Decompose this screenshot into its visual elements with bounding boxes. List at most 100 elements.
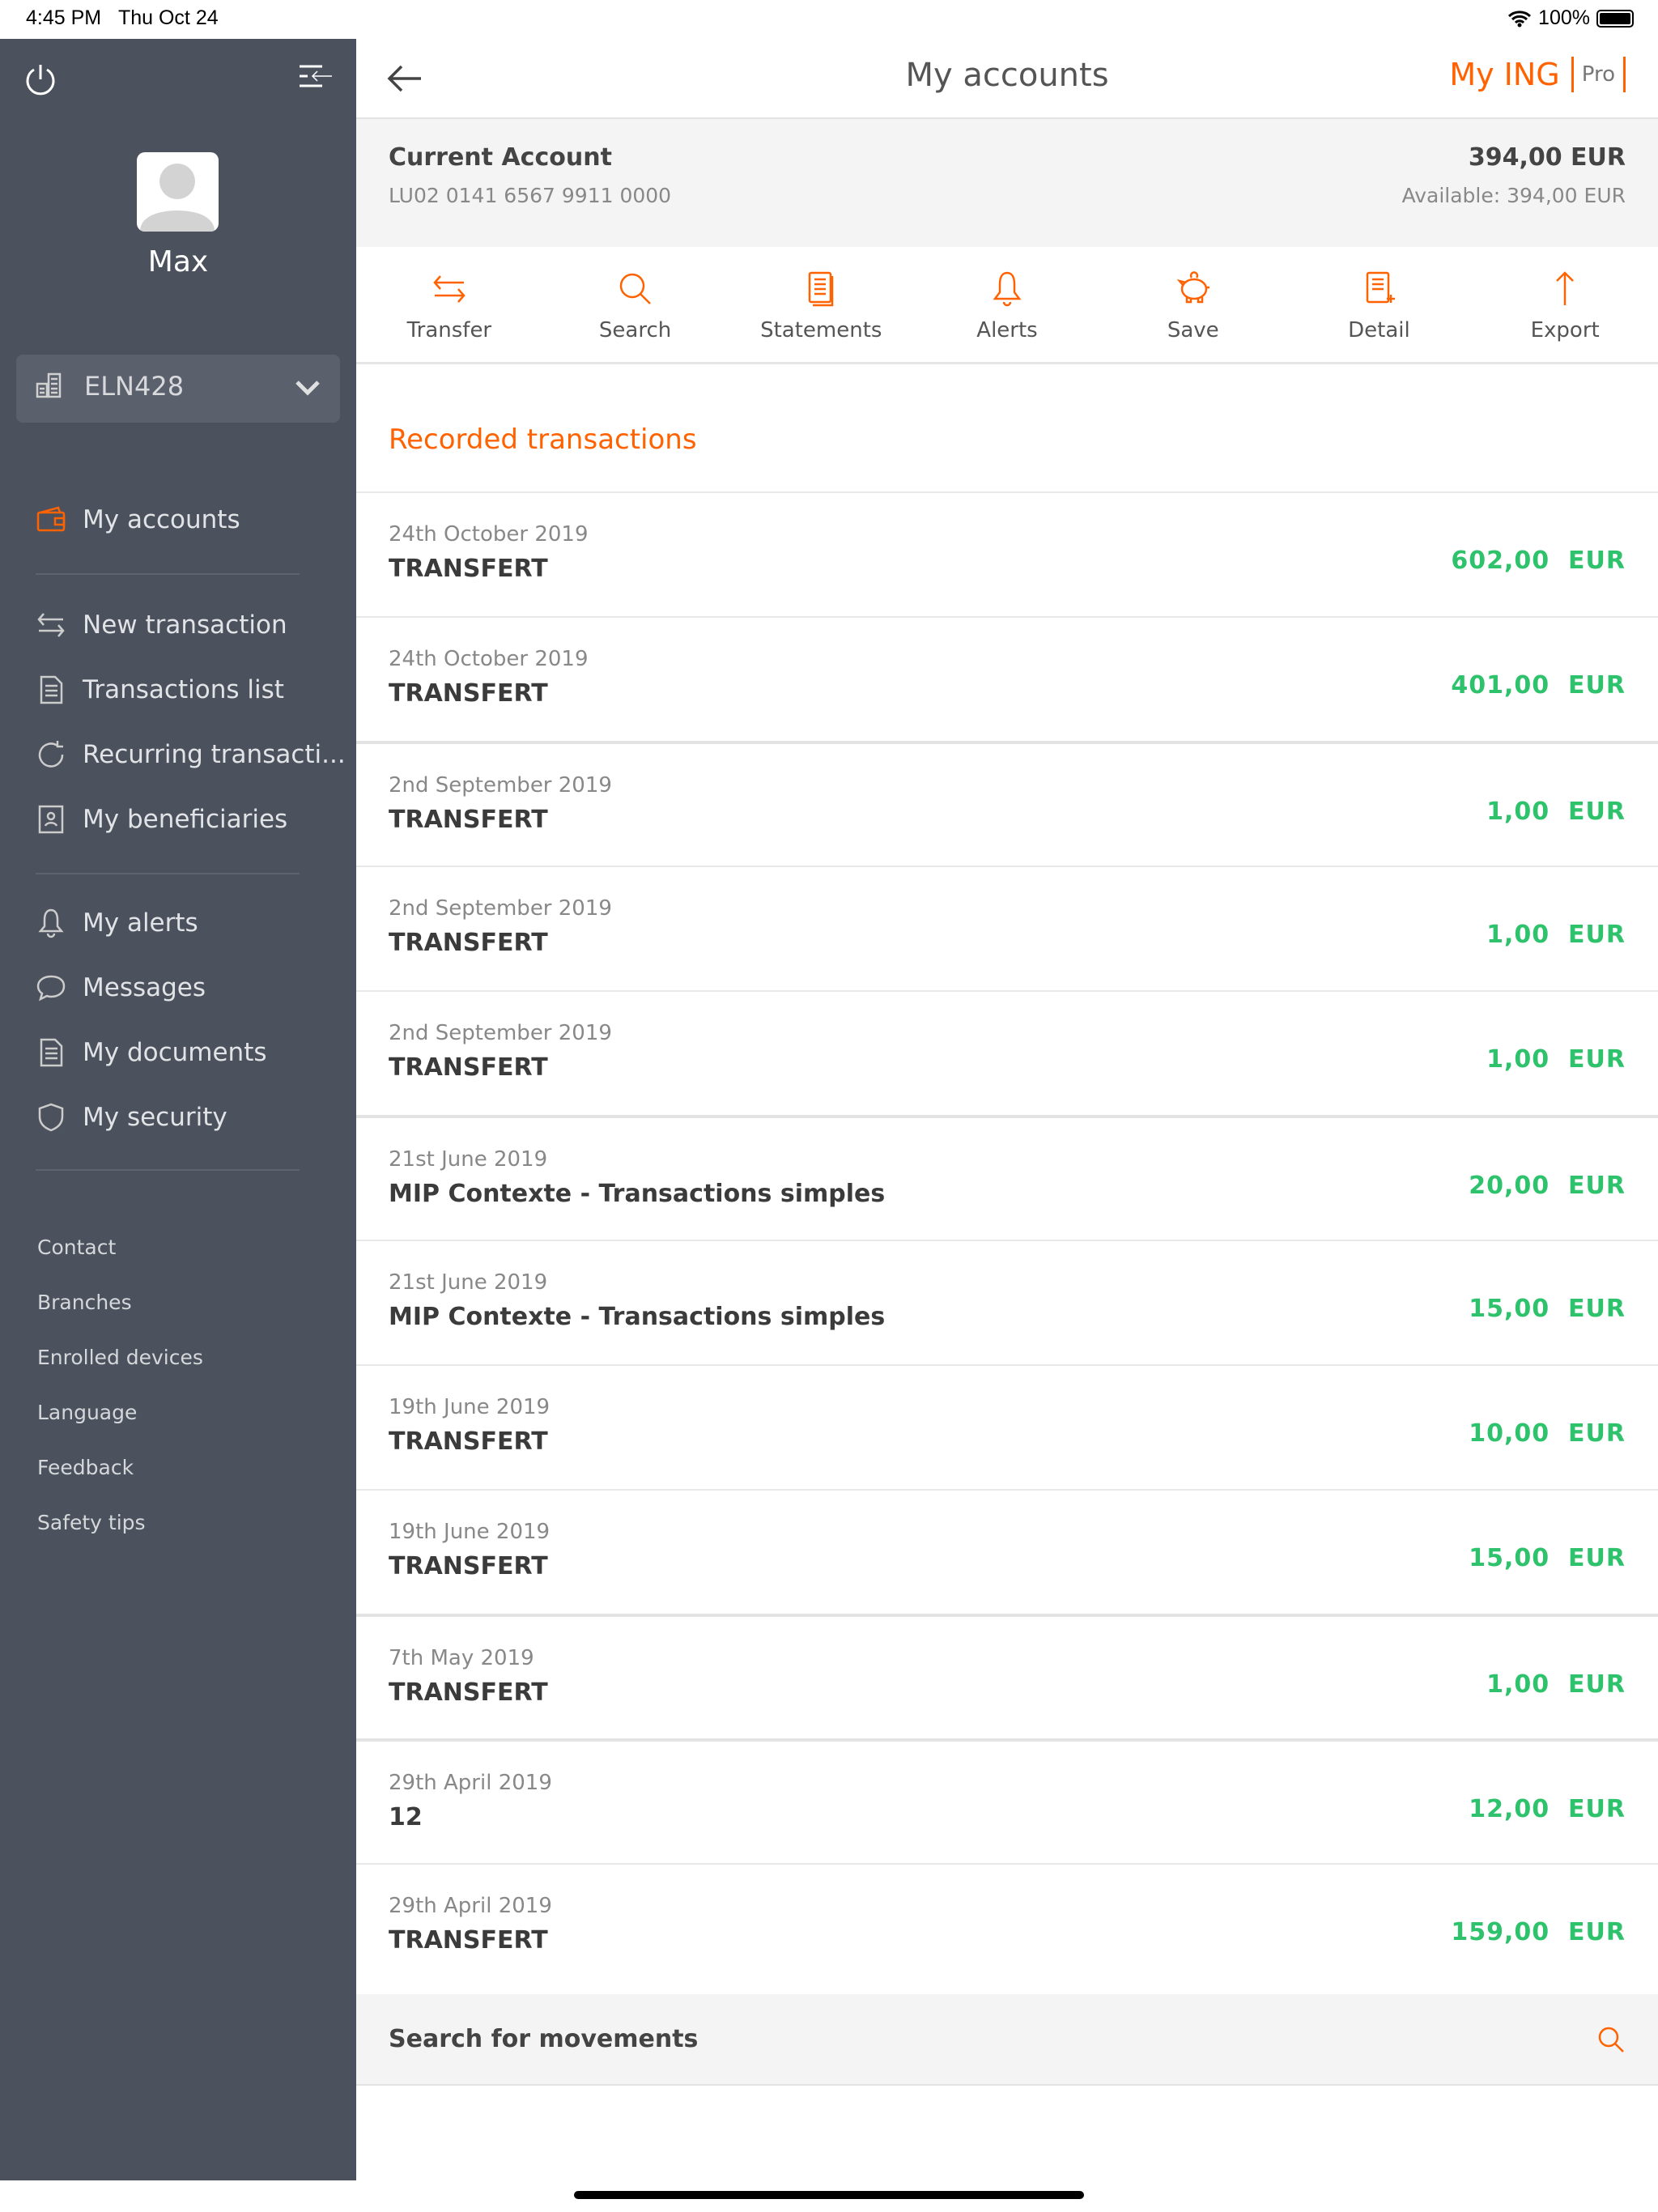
status-right: 100% (1507, 6, 1634, 30)
action-label: Alerts (976, 318, 1038, 342)
transaction-row[interactable]: 2nd September 2019 TRANSFERT 1,00 EUR (356, 866, 1658, 990)
transaction-title: TRANSFERT (389, 679, 548, 708)
transaction-title: TRANSFERT (389, 555, 548, 583)
avatar[interactable] (137, 152, 219, 232)
link-branches[interactable]: Branches (37, 1291, 132, 1314)
search-movements-label: Search for movements (389, 2025, 699, 2053)
building-icon (36, 372, 62, 398)
transaction-amount: 1,00 EUR (1486, 921, 1626, 949)
sidebar-item-my-accounts[interactable]: My accounts (36, 504, 240, 535)
action-alerts[interactable]: Alerts (914, 247, 1100, 362)
sidebar-item-label: Recurring transacti... (83, 740, 346, 769)
account-selector[interactable]: ELN428 (16, 355, 340, 423)
transaction-title: TRANSFERT (389, 1427, 548, 1456)
transaction-row[interactable]: 2nd September 2019 TRANSFERT 1,00 EUR (356, 741, 1658, 866)
transaction-title: TRANSFERT (389, 1552, 548, 1580)
section-title: Recorded transactions (389, 423, 697, 456)
transaction-row[interactable]: 7th May 2019 TRANSFERT 1,00 EUR (356, 1614, 1658, 1738)
user-name: Max (147, 245, 209, 279)
sidebar-item-label: My alerts (83, 908, 198, 938)
transaction-list: 24th October 2019 TRANSFERT 602,00 EUR 24th… (356, 491, 1658, 1988)
action-save[interactable]: Save (1100, 247, 1286, 362)
transaction-date: 2nd September 2019 (389, 896, 612, 921)
transaction-row[interactable]: 29th April 2019 12 12,00 EUR (356, 1738, 1658, 1863)
bell-icon (993, 271, 1022, 307)
battery-percent: 100% (1538, 6, 1590, 29)
back-arrow-icon[interactable] (387, 63, 423, 94)
action-search[interactable]: Search (542, 247, 729, 362)
brand-name: My ING (1449, 57, 1560, 92)
sidebar-divider (36, 873, 300, 874)
transaction-row[interactable]: 21st June 2019 MIP Contexte - Transaction… (356, 1115, 1658, 1240)
brand-logo[interactable]: My ING Pro (1449, 57, 1626, 92)
transaction-amount: 1,00 EUR (1486, 1670, 1626, 1699)
action-export[interactable]: Export (1472, 247, 1658, 362)
transaction-amount: 159,00 EUR (1451, 1918, 1626, 1946)
link-contact[interactable]: Contact (37, 1236, 117, 1259)
transaction-amount: 15,00 EUR (1469, 1544, 1626, 1572)
link-safety-tips[interactable]: Safety tips (37, 1511, 146, 1534)
action-label: Search (598, 318, 672, 342)
transaction-title: TRANSFERT (389, 1053, 548, 1082)
recurring-icon (38, 741, 64, 768)
sidebar-item-my-documents[interactable]: My documents (36, 1037, 267, 1068)
detail-icon (1367, 271, 1396, 304)
transaction-row[interactable]: 2nd September 2019 TRANSFERT 1,00 EUR (356, 990, 1658, 1115)
transaction-row[interactable]: 24th October 2019 TRANSFERT 602,00 EUR (356, 491, 1658, 616)
sidebar-item-messages[interactable]: Messages (36, 972, 206, 1003)
sidebar-item-label: My accounts (83, 505, 240, 534)
transaction-title: TRANSFERT (389, 1678, 548, 1707)
document-icon (40, 675, 63, 704)
transaction-title: TRANSFERT (389, 929, 548, 957)
power-icon[interactable] (23, 62, 58, 97)
search-icon[interactable] (1596, 2025, 1626, 2054)
chevron-down-icon (295, 381, 320, 396)
transaction-row[interactable]: 24th October 2019 TRANSFERT 401,00 EUR (356, 616, 1658, 741)
transaction-row[interactable]: 19th June 2019 TRANSFERT 10,00 EUR (356, 1364, 1658, 1489)
action-detail[interactable]: Detail (1286, 247, 1473, 362)
action-label: Statements (760, 318, 882, 342)
sidebar-item-transactions-list[interactable]: Transactions list (36, 674, 284, 705)
sidebar-item-my-beneficiaries[interactable]: My beneficiaries (36, 804, 287, 835)
transaction-title: MIP Contexte - Transactions simples (389, 1303, 886, 1331)
transaction-amount: 1,00 EUR (1486, 798, 1626, 826)
arrow-up-icon (1556, 271, 1575, 305)
action-label: Save (1167, 318, 1219, 342)
transaction-row[interactable]: 21st June 2019 MIP Contexte - Transaction… (356, 1240, 1658, 1364)
sidebar-item-new-transaction[interactable]: New transaction (36, 610, 287, 640)
sidebar-divider (36, 1169, 300, 1171)
sidebar-item-label: My beneficiaries (83, 805, 288, 834)
transaction-amount: 10,00 EUR (1469, 1419, 1626, 1448)
action-transfer[interactable]: Transfer (356, 247, 542, 362)
link-language[interactable]: Language (37, 1401, 138, 1424)
sidebar-item-my-security[interactable]: My security (36, 1102, 227, 1133)
sidebar-item-label: My security (83, 1103, 227, 1132)
header: My accounts My ING Pro (356, 39, 1658, 119)
transaction-title: TRANSFERT (389, 806, 548, 834)
transfer-icon (37, 613, 65, 637)
search-movements-bar[interactable]: Search for movements (356, 1994, 1658, 2086)
shield-icon (38, 1103, 64, 1132)
transaction-title: 12 (389, 1803, 423, 1831)
status-bar: 4:45 PM Thu Oct 24 100% (0, 0, 1658, 39)
pro-badge: Pro (1571, 57, 1626, 92)
sidebar-item-recurring-transactions[interactable]: Recurring transacti... (36, 739, 346, 770)
transaction-amount: 15,00 EUR (1469, 1295, 1626, 1323)
account-selector-value: ELN428 (84, 371, 185, 402)
link-feedback[interactable]: Feedback (37, 1456, 134, 1479)
sidebar-divider (36, 573, 300, 575)
transaction-date: 19th June 2019 (389, 1395, 551, 1419)
link-enrolled-devices[interactable]: Enrolled devices (37, 1346, 203, 1369)
action-statements[interactable]: Statements (728, 247, 914, 362)
account-summary[interactable]: Current Account LU02 0141 6567 9911 0000… (356, 119, 1658, 247)
transaction-amount: 20,00 EUR (1469, 1172, 1626, 1200)
account-iban: LU02 0141 6567 9911 0000 (389, 184, 672, 207)
transaction-row[interactable]: 19th June 2019 TRANSFERT 15,00 EUR (356, 1489, 1658, 1614)
wallet-icon (36, 506, 66, 532)
collapse-menu-icon[interactable] (298, 63, 334, 91)
transaction-date: 7th May 2019 (389, 1646, 534, 1670)
sidebar: Max ELN428 My accounts New transaction T… (0, 39, 356, 2180)
transaction-date: 29th April 2019 (389, 1894, 552, 1918)
sidebar-item-my-alerts[interactable]: My alerts (36, 908, 198, 938)
transaction-row[interactable]: 29th April 2019 TRANSFERT 159,00 EUR (356, 1863, 1658, 1988)
